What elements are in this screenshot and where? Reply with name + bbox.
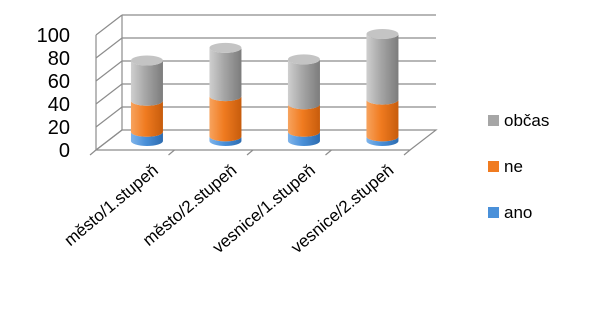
x-tick-0 (89, 149, 97, 156)
legend-label-ano: ano (504, 203, 532, 222)
bar-segment-občas-4 (366, 34, 399, 105)
bar-segment-ne-3 (287, 104, 320, 137)
bar-segment-ano-4 (366, 136, 399, 146)
y-tick-label-60: 60 (48, 71, 70, 93)
gridline-side-20 (95, 106, 123, 128)
bar-segment-občas-3 (287, 59, 320, 110)
bar-top-3 (287, 54, 320, 65)
legend-swatch-ano (488, 207, 499, 218)
grid (89, 14, 438, 156)
bar-top-4 (366, 29, 399, 40)
bar-group-2 (209, 42, 242, 146)
y-tick-label-0: 0 (59, 140, 70, 162)
x-tick-1 (168, 149, 175, 156)
y-tick-label-80: 80 (48, 48, 70, 70)
bar-group-4 (366, 29, 399, 146)
bar-segment-ano-1 (130, 131, 163, 146)
gridline-side-40 (95, 83, 123, 105)
bar-group-3 (287, 54, 320, 146)
bar-segment-občas-2 (209, 47, 242, 102)
x-tick-2 (246, 149, 254, 156)
bar-segment-ne-1 (130, 100, 163, 137)
y-tick-label-40: 40 (48, 94, 70, 116)
legend-swatch-občas (488, 115, 499, 126)
bar-group-1 (130, 55, 163, 146)
bar-segment-ano-3 (287, 131, 320, 146)
x-tick-3 (325, 149, 332, 156)
x-axis-categories: město/1.stupeňměsto/2.stupeňvesnice/1.st… (61, 161, 398, 258)
gridline-side-100 (95, 14, 123, 36)
legend-swatch-ne (488, 161, 499, 172)
bar-top-2 (209, 42, 242, 53)
bar-segment-ne-2 (209, 96, 242, 142)
x-tick-4 (403, 149, 411, 156)
bar-segment-ano-2 (209, 136, 242, 146)
bar-segment-občas-1 (130, 60, 163, 106)
bar-segment-ne-4 (366, 99, 399, 142)
legend-label-ne: ne (504, 157, 523, 176)
y-tick-label-100: 100 (37, 25, 70, 47)
bars (130, 29, 399, 146)
gridline-side-80 (95, 37, 123, 59)
y-tick-label-20: 20 (48, 117, 70, 139)
gridline-side-60 (95, 60, 123, 82)
legend: občas ne ano (488, 111, 549, 222)
floor (94, 129, 438, 151)
legend-label-občas: občas (504, 111, 549, 130)
bar-top-1 (130, 55, 163, 66)
